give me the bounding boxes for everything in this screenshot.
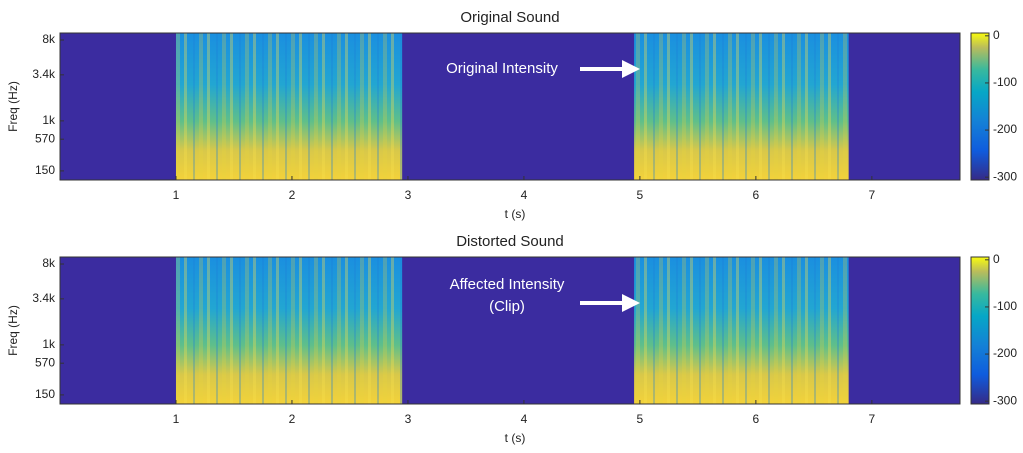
colorbar-tick-label: -200 bbox=[993, 122, 1017, 136]
x-axis-label: t (s) bbox=[505, 207, 526, 221]
x-tick-label: 7 bbox=[869, 188, 876, 202]
colorbar-tick-label: -100 bbox=[993, 299, 1017, 313]
y-tick-label: 570 bbox=[35, 131, 55, 145]
x-tick-label: 4 bbox=[521, 412, 528, 426]
x-tick-label: 6 bbox=[753, 412, 760, 426]
plot-frame bbox=[59, 32, 961, 181]
x-tick-label: 5 bbox=[637, 188, 644, 202]
y-tick-label: 3.4k bbox=[32, 291, 56, 305]
annotation: Original Intensity bbox=[446, 60, 558, 77]
colorbar-tick-label: 0 bbox=[993, 252, 1000, 266]
x-axis-label: t (s) bbox=[505, 431, 526, 445]
arrow-head bbox=[622, 294, 640, 312]
x-tick-label: 3 bbox=[405, 188, 412, 202]
annotation: Affected Intensity bbox=[450, 276, 565, 293]
segment-texture bbox=[175, 33, 403, 180]
y-tick-label: 150 bbox=[35, 163, 55, 177]
colorbar-tick-label: -300 bbox=[993, 393, 1017, 407]
y-tick-label: 150 bbox=[35, 387, 55, 401]
colorbar bbox=[970, 32, 990, 181]
colorbar-tick-label: -300 bbox=[993, 169, 1017, 183]
x-tick-label: 7 bbox=[869, 412, 876, 426]
y-tick-label: 8k bbox=[42, 256, 56, 270]
x-tick-label: 3 bbox=[405, 412, 412, 426]
colorbar-tick-label: 0 bbox=[993, 28, 1000, 42]
x-tick-label: 1 bbox=[173, 412, 180, 426]
segment-texture bbox=[175, 257, 403, 404]
x-tick-label: 2 bbox=[289, 188, 296, 202]
segment-texture bbox=[634, 257, 849, 404]
segment-texture bbox=[634, 33, 849, 180]
y-tick-label: 1k bbox=[42, 337, 56, 351]
y-tick-label: 570 bbox=[35, 355, 55, 369]
x-tick-label: 1 bbox=[173, 188, 180, 202]
x-tick-label: 6 bbox=[753, 188, 760, 202]
plot-frame bbox=[59, 256, 961, 405]
chart-title: Original Sound bbox=[460, 9, 559, 26]
colorbar-tick-label: -200 bbox=[993, 346, 1017, 360]
arrow-head bbox=[622, 60, 640, 78]
colorbar bbox=[970, 256, 990, 405]
y-tick-label: 1k bbox=[42, 113, 56, 127]
x-tick-label: 2 bbox=[289, 412, 296, 426]
y-tick-label: 8k bbox=[42, 32, 56, 46]
x-tick-label: 4 bbox=[521, 188, 528, 202]
y-axis-label: Freq (Hz) bbox=[6, 81, 20, 132]
annotation: (Clip) bbox=[489, 298, 525, 315]
y-tick-label: 3.4k bbox=[32, 67, 56, 81]
chart-title: Distorted Sound bbox=[456, 233, 564, 250]
colorbar-tick-label: -100 bbox=[993, 75, 1017, 89]
x-tick-label: 5 bbox=[637, 412, 644, 426]
y-axis-label: Freq (Hz) bbox=[6, 305, 20, 356]
